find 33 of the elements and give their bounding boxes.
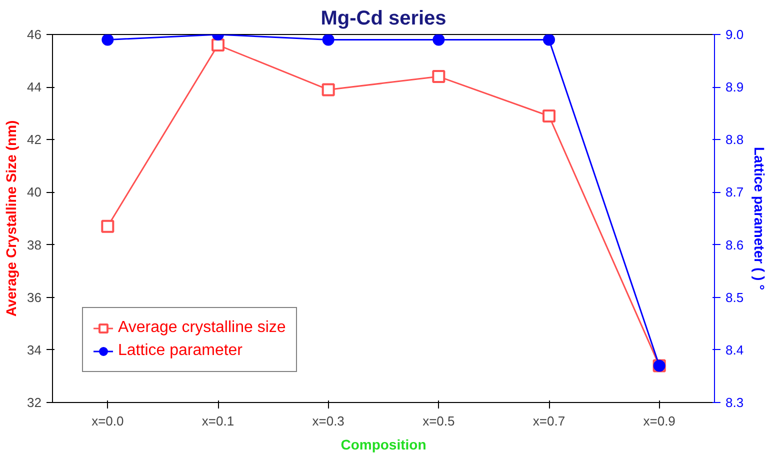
point bbox=[432, 70, 446, 84]
y2-tick-label: 8.6 bbox=[726, 237, 744, 252]
point bbox=[101, 220, 114, 233]
y2-tick-label: 8.5 bbox=[726, 290, 744, 305]
y-tick-label: 38 bbox=[27, 237, 42, 252]
y2-tick-label: 9.0 bbox=[726, 27, 744, 42]
chart-title: Mg-Cd series bbox=[320, 8, 446, 30]
y-tick-label: 42 bbox=[27, 132, 42, 148]
y2-tick-label: 8.7 bbox=[726, 184, 744, 200]
y2-tick-label: 8.3 bbox=[726, 395, 744, 410]
y-tick-label: 36 bbox=[27, 290, 42, 305]
x-tick-label: x=0.0 bbox=[92, 414, 124, 428]
x-tick-label: x=0.3 bbox=[312, 414, 344, 428]
x-axis-title: Composition bbox=[340, 436, 426, 452]
y-tick-label: 46 bbox=[27, 27, 42, 42]
y2-tick-label: 8.4 bbox=[726, 342, 744, 358]
point bbox=[322, 83, 335, 96]
y2-tick-label: 8.8 bbox=[726, 132, 744, 148]
x-tick-label: x=0.1 bbox=[202, 414, 234, 428]
point bbox=[212, 38, 224, 52]
x-tick-label: x=0.9 bbox=[643, 414, 676, 428]
y2-tick-label: 8.9 bbox=[726, 80, 744, 95]
legend-label: Average crystalline size bbox=[118, 319, 286, 337]
y-tick-label: 32 bbox=[27, 395, 42, 410]
point bbox=[542, 109, 556, 122]
y-tick-label: 44 bbox=[27, 80, 42, 95]
y-axis-title: Average Crystalline Size (nm) bbox=[3, 120, 20, 317]
y-tick-label: 34 bbox=[27, 342, 42, 358]
legend-label: Lattice parameter bbox=[118, 342, 243, 360]
y-tick-label: 40 bbox=[27, 184, 42, 200]
x-tick-label: x=0.7 bbox=[532, 414, 566, 428]
y2-axis-title: Lattice parameter ( ) ° bbox=[752, 146, 768, 290]
x-tick-label: x=0.5 bbox=[422, 414, 455, 428]
